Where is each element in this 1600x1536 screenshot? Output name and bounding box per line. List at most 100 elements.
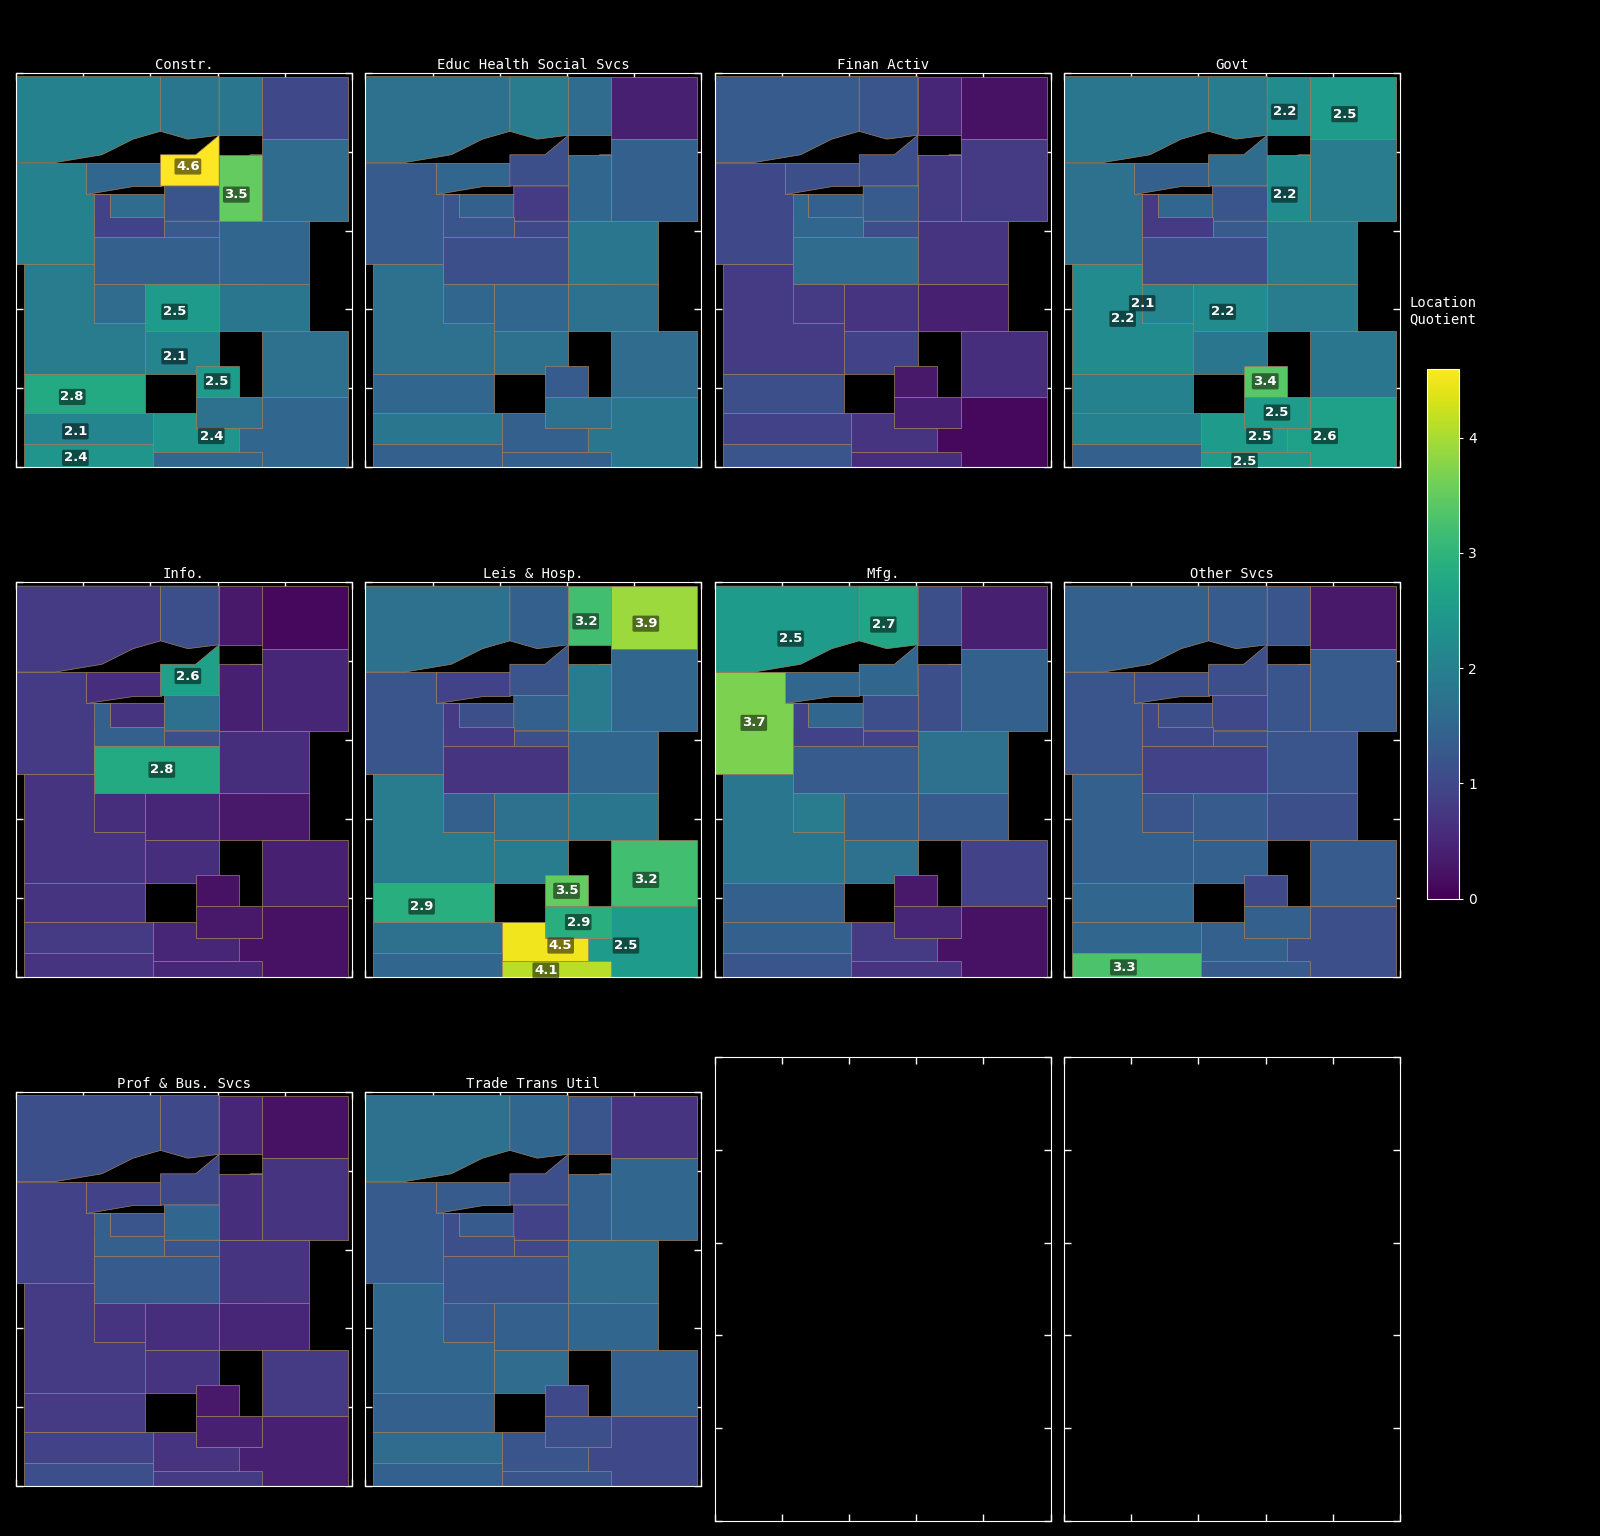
Polygon shape [510,135,568,186]
Polygon shape [962,140,1046,221]
Text: 2.2: 2.2 [1211,306,1234,318]
Polygon shape [786,163,859,194]
Polygon shape [843,330,918,373]
Polygon shape [894,366,938,396]
Polygon shape [568,155,611,221]
Polygon shape [1072,413,1200,444]
Polygon shape [568,1240,658,1303]
Polygon shape [219,1095,262,1154]
Polygon shape [723,922,851,954]
Text: 2.7: 2.7 [872,617,894,631]
Polygon shape [794,194,862,237]
Polygon shape [568,793,658,840]
Polygon shape [1142,746,1310,793]
Polygon shape [894,876,938,906]
Polygon shape [918,77,962,135]
Text: 2.2: 2.2 [1272,187,1296,201]
Polygon shape [373,413,502,444]
Polygon shape [219,284,309,330]
Polygon shape [723,413,851,444]
Polygon shape [1064,673,1158,774]
Polygon shape [1072,954,1200,977]
Polygon shape [1158,703,1213,727]
Polygon shape [1213,664,1310,731]
Polygon shape [894,906,962,937]
Polygon shape [94,1213,165,1256]
Polygon shape [160,1154,219,1206]
Polygon shape [723,954,851,977]
Polygon shape [94,746,262,793]
Polygon shape [152,413,262,452]
Polygon shape [459,194,514,217]
Title: Educ Health Social Svcs: Educ Health Social Svcs [437,57,630,72]
Polygon shape [568,1095,611,1154]
Polygon shape [24,922,152,954]
Polygon shape [219,1303,309,1350]
Polygon shape [1213,221,1310,237]
Polygon shape [94,194,165,237]
Polygon shape [435,1181,510,1213]
Polygon shape [962,77,1046,140]
Polygon shape [24,413,152,444]
Polygon shape [86,673,160,703]
Polygon shape [723,883,843,922]
Polygon shape [146,793,219,840]
Text: 3.2: 3.2 [574,614,597,628]
Polygon shape [443,237,611,284]
Polygon shape [514,221,611,237]
Polygon shape [938,906,1046,977]
Polygon shape [146,840,219,883]
Polygon shape [859,587,918,648]
Polygon shape [94,703,165,746]
Polygon shape [859,135,918,186]
Polygon shape [546,876,589,906]
Polygon shape [1286,906,1397,977]
Polygon shape [851,452,962,467]
Title: Mfg.: Mfg. [866,567,899,581]
Polygon shape [43,793,146,833]
Polygon shape [715,163,808,264]
Polygon shape [510,645,568,696]
Polygon shape [514,1174,611,1240]
Text: 2.5: 2.5 [1266,406,1288,419]
Polygon shape [16,1181,110,1283]
Polygon shape [502,962,611,977]
Polygon shape [568,664,611,731]
Text: 4.5: 4.5 [549,938,573,952]
Polygon shape [862,155,962,221]
Text: 2.9: 2.9 [566,915,590,929]
Polygon shape [502,452,611,467]
Polygon shape [1267,664,1310,731]
Polygon shape [514,664,611,731]
Polygon shape [165,221,262,237]
Polygon shape [160,135,219,186]
Polygon shape [1194,793,1267,840]
Polygon shape [165,664,262,731]
Polygon shape [238,396,349,467]
Polygon shape [152,922,262,962]
Polygon shape [546,1416,611,1447]
Polygon shape [568,731,658,793]
Polygon shape [1142,703,1213,746]
Polygon shape [723,264,843,373]
Polygon shape [1072,373,1194,413]
Polygon shape [1267,587,1310,645]
Polygon shape [1286,396,1397,467]
Polygon shape [365,673,459,774]
Polygon shape [715,587,859,673]
Polygon shape [1158,194,1213,217]
Polygon shape [611,1095,698,1158]
Polygon shape [918,664,962,731]
Polygon shape [373,1462,502,1487]
Polygon shape [843,793,918,840]
Polygon shape [1267,77,1310,135]
Polygon shape [219,155,262,221]
Polygon shape [1208,77,1267,140]
Polygon shape [24,444,152,467]
Polygon shape [373,1432,502,1462]
Polygon shape [262,587,349,648]
Polygon shape [514,731,611,746]
Polygon shape [262,1350,349,1416]
Polygon shape [443,194,514,237]
Polygon shape [219,221,309,284]
